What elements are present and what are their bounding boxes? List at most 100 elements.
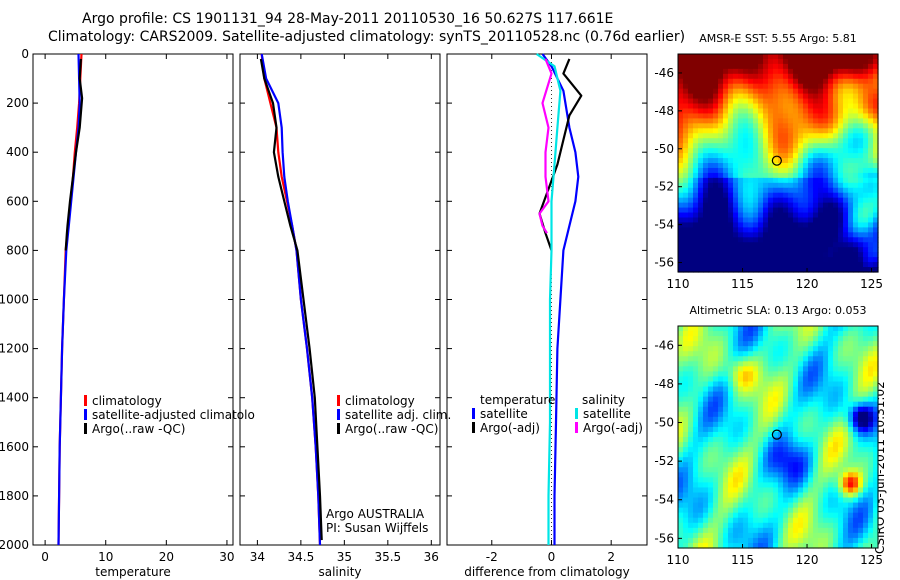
map-cell <box>718 356 724 362</box>
map-cell <box>743 502 749 509</box>
map-cell <box>753 502 759 509</box>
map-cell <box>678 371 684 378</box>
map-cell <box>818 133 824 139</box>
map-cell <box>733 158 739 164</box>
map-cell <box>738 252 744 258</box>
map-cell <box>798 482 804 489</box>
map-cell <box>723 148 729 154</box>
map-cell <box>808 512 814 519</box>
map-cell <box>703 93 709 100</box>
map-cell <box>873 257 879 263</box>
map-cell <box>678 113 684 119</box>
map-cell <box>678 492 684 499</box>
map-cell <box>718 232 724 238</box>
map-cell <box>688 467 694 473</box>
map-cell <box>683 217 689 224</box>
map-cell <box>768 396 774 403</box>
map-cell <box>838 232 844 238</box>
map-cell <box>733 401 739 408</box>
map-cell <box>813 54 819 60</box>
map-cell <box>853 346 859 352</box>
map-cell <box>818 426 824 433</box>
map-cell <box>708 267 714 273</box>
map-cell <box>768 167 774 174</box>
map-cell <box>763 411 769 418</box>
map-cell <box>823 217 829 224</box>
map-cell <box>693 247 699 253</box>
map-cell <box>828 153 834 159</box>
map-cell <box>703 497 709 504</box>
map-cell <box>798 522 804 529</box>
map-cell <box>753 187 759 194</box>
series-line <box>64 58 84 251</box>
map-cell <box>788 416 794 423</box>
map-cell <box>763 118 769 124</box>
map-cell <box>753 381 759 388</box>
map-cell <box>763 222 769 228</box>
map-cell <box>808 93 814 100</box>
map-cell <box>693 167 699 174</box>
map-cell <box>758 128 764 134</box>
map-cell <box>768 227 774 233</box>
map-cell <box>838 163 844 169</box>
map-cell <box>858 262 864 268</box>
map-cell <box>863 212 869 219</box>
map-cell <box>828 331 834 337</box>
map-cell <box>683 401 689 408</box>
map-cell <box>788 262 794 268</box>
map-cell <box>848 401 854 408</box>
map-cell <box>763 462 769 468</box>
map-cell <box>788 406 794 413</box>
map-cell <box>688 227 694 233</box>
map-cell <box>873 487 879 494</box>
map-cell <box>768 68 774 75</box>
map-cell <box>718 54 724 60</box>
map-cell <box>848 133 854 139</box>
map-cell <box>693 148 699 154</box>
map-cell <box>818 497 824 504</box>
map-cell <box>858 401 864 408</box>
map-cell <box>768 128 774 134</box>
map-cell <box>863 88 869 95</box>
map-cell <box>703 118 709 124</box>
map-cell <box>763 113 769 119</box>
map-cell <box>778 192 784 199</box>
map-cell <box>868 222 874 228</box>
map-cell <box>828 177 834 184</box>
map-cell <box>853 98 859 105</box>
map-cell <box>733 381 739 388</box>
x-tick-label: 35 <box>337 550 352 564</box>
map-cell <box>868 172 874 179</box>
map-cell <box>708 431 714 438</box>
map-cell <box>838 187 844 194</box>
map-cell <box>788 202 794 209</box>
map-cell <box>808 396 814 403</box>
map-cell <box>768 123 774 129</box>
map-cell <box>868 197 874 204</box>
map-cell <box>698 143 704 149</box>
map-cell <box>718 93 724 100</box>
map-cell <box>823 158 829 164</box>
map-cell <box>708 507 714 514</box>
map-cell <box>698 207 704 214</box>
map-cell <box>748 421 754 428</box>
map-cell <box>733 232 739 238</box>
map-cell <box>723 477 729 484</box>
map-cell <box>788 143 794 149</box>
map-cell <box>718 103 724 110</box>
map-cell <box>853 356 859 362</box>
map-cell <box>793 366 799 373</box>
map-cell <box>798 331 804 337</box>
map-cell <box>703 371 709 378</box>
map-cell <box>678 361 684 367</box>
map-cell <box>723 411 729 418</box>
map-cell <box>728 421 734 428</box>
map-cell <box>748 182 754 189</box>
map-cell <box>803 257 809 263</box>
map-cell <box>873 492 879 499</box>
map-cell <box>753 522 759 529</box>
map-cell <box>728 133 734 139</box>
map-cell <box>863 163 869 169</box>
map-cell <box>713 78 719 85</box>
map-cell <box>863 123 869 129</box>
